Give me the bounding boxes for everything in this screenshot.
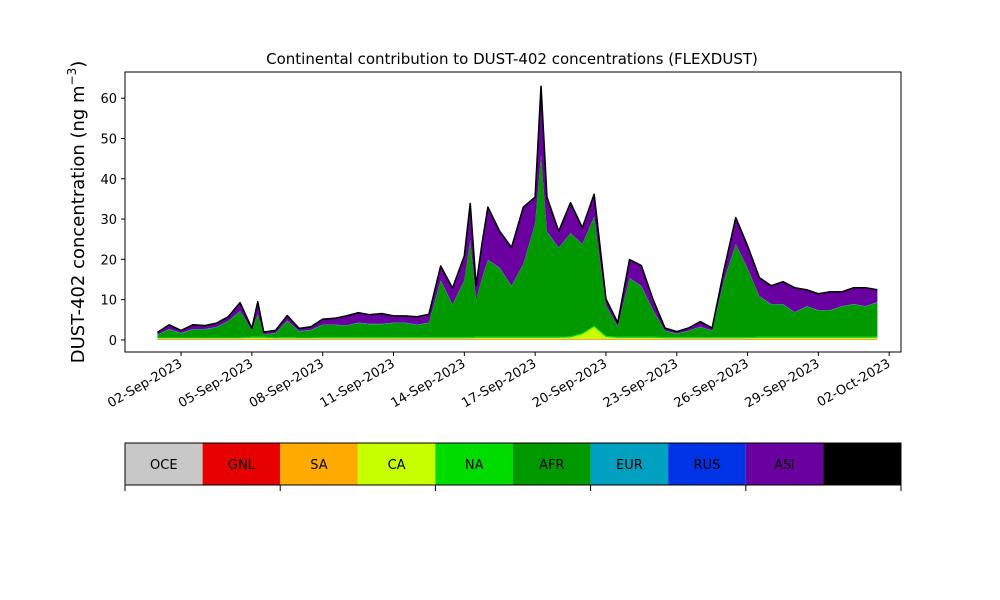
y-tick-label: 30 <box>100 213 117 228</box>
y-axis-label: DUST-402 concentration (ng m−3) <box>65 61 89 364</box>
legend-label-aus: AUS <box>849 458 876 473</box>
x-tick-label: 08-Sep-2023 <box>247 356 327 411</box>
legend-label-eur: EUR <box>616 458 643 473</box>
y-tick-label: 60 <box>100 92 117 107</box>
legend-swatch-rus <box>668 443 746 485</box>
x-tick-label: 20-Sep-2023 <box>530 356 610 411</box>
y-axis-label-close: ) <box>68 61 89 68</box>
y-tick-label: 40 <box>100 173 117 188</box>
x-tick-label: 29-Sep-2023 <box>743 356 823 411</box>
x-tick-label: 02-Oct-2023 <box>815 356 893 410</box>
legend-swatch-eur <box>590 443 669 485</box>
y-tick-label: 0 <box>109 334 117 349</box>
stacked-areas <box>157 86 878 340</box>
y-tick-label: 10 <box>100 294 117 309</box>
total-concentration-line <box>157 85 878 334</box>
y-tick-label: 50 <box>100 132 117 147</box>
area-na <box>157 325 878 339</box>
legend-label-afr: AFR <box>539 458 564 473</box>
y-tick-label: 20 <box>100 253 117 268</box>
legend-swatch-ca <box>357 443 436 485</box>
legend-label-sa: SA <box>310 458 327 473</box>
legend-label-na: NA <box>465 458 484 473</box>
legend-swatch-na <box>435 443 513 485</box>
x-tick-label: 17-Sep-2023 <box>459 356 539 411</box>
y-axis-label-main: DUST-402 concentration (ng m <box>68 85 89 363</box>
legend-swatch-aus <box>823 443 901 485</box>
x-axis: 02-Sep-202305-Sep-202308-Sep-202311-Sep-… <box>105 352 893 411</box>
plot-frame <box>124 71 902 353</box>
x-tick-label: 23-Sep-2023 <box>601 356 681 411</box>
x-tick-label: 26-Sep-2023 <box>672 356 752 411</box>
x-tick-label: 11-Sep-2023 <box>318 356 398 411</box>
area-afr <box>157 155 878 338</box>
legend-swatch-afr <box>513 443 591 485</box>
x-tick-label: 02-Sep-2023 <box>105 356 185 411</box>
y-axis-label-exponent: −3 <box>65 68 79 86</box>
legend-label-oce: OCE <box>150 458 178 473</box>
legend-label-asi: ASI <box>774 458 795 473</box>
y-axis: 0 10 20 30 40 50 60 <box>100 92 125 349</box>
legend-colorbar: OCE GNL SA CA NA AFR EUR RUS ASI AUS <box>124 442 902 491</box>
area-ca <box>157 327 878 340</box>
legend-frame <box>124 442 902 486</box>
legend-label-rus: RUS <box>694 458 721 473</box>
legend-swatch-gnl <box>202 443 281 485</box>
chart-title: Continental contribution to DUST-402 con… <box>266 50 758 68</box>
x-tick-label: 05-Sep-2023 <box>176 356 256 411</box>
legend-swatch-asi <box>745 443 824 485</box>
x-tick-label: 14-Sep-2023 <box>388 356 468 411</box>
legend-label-ca: CA <box>388 458 406 473</box>
legend-label-gnl: GNL <box>228 458 256 473</box>
legend-swatch-sa <box>280 443 358 485</box>
legend-swatch-oce <box>125 443 203 485</box>
